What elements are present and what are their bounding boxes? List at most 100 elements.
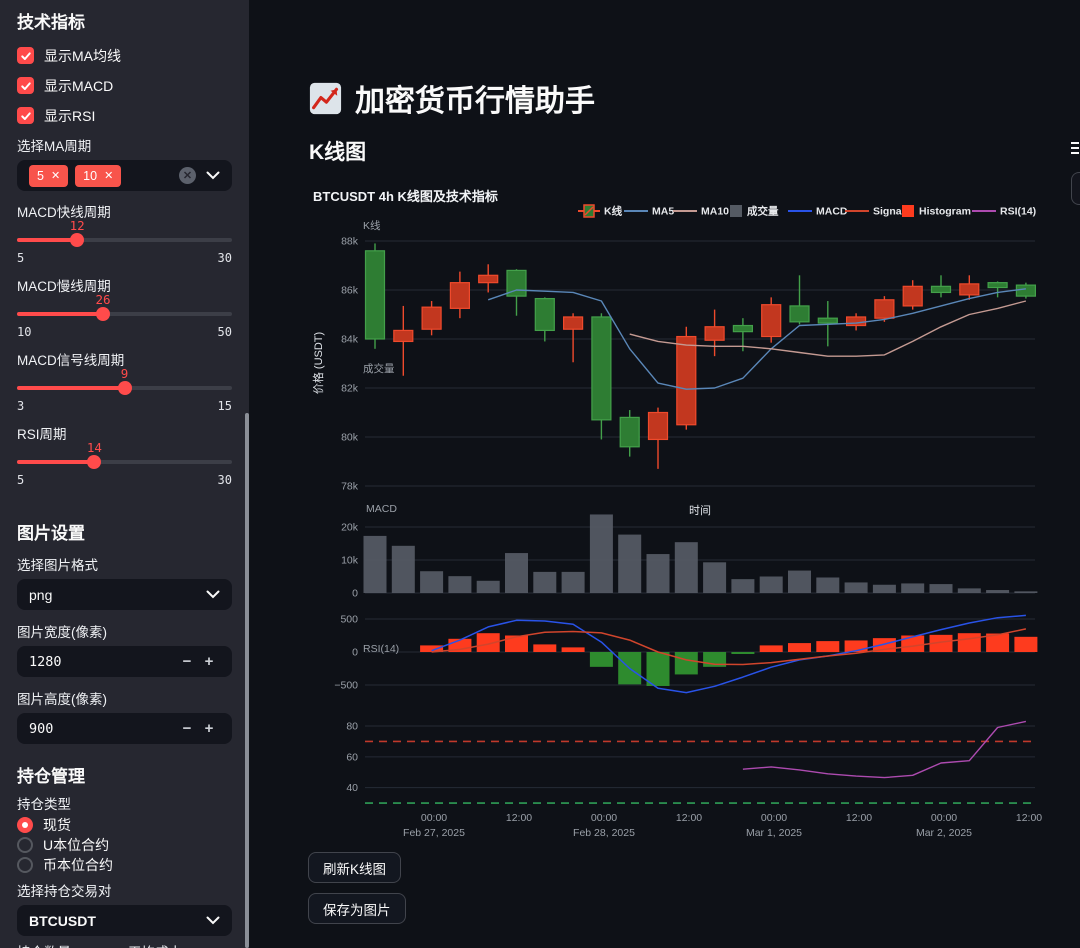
volume-bar[interactable] bbox=[391, 545, 415, 593]
image-format-select[interactable]: png bbox=[17, 579, 232, 610]
candle-body[interactable] bbox=[676, 335, 697, 426]
remove-tag-icon[interactable]: ✕ bbox=[50, 170, 61, 182]
macd-histogram-bar[interactable] bbox=[589, 652, 613, 667]
radio-selected-icon[interactable] bbox=[17, 817, 33, 833]
save-image-button[interactable]: 保存为图片 bbox=[308, 893, 406, 924]
remove-tag-icon[interactable]: ✕ bbox=[104, 170, 114, 182]
macd-histogram-bar[interactable] bbox=[505, 635, 528, 653]
macd-histogram-bar[interactable] bbox=[731, 652, 755, 654]
refresh-kline-button[interactable]: 刷新K线图 bbox=[308, 852, 402, 883]
volume-bar[interactable] bbox=[646, 554, 670, 593]
ma-period-multiselect[interactable]: 5 ✕ 10 ✕ ✕ bbox=[17, 160, 232, 191]
macd-histogram-bar[interactable] bbox=[1014, 636, 1038, 652]
image-width-input[interactable]: 1280 − + bbox=[17, 646, 232, 677]
checkbox-show-macd[interactable]: 显示MACD bbox=[17, 77, 232, 94]
macd-histogram-bar[interactable] bbox=[816, 641, 840, 652]
macd-histogram-bar[interactable] bbox=[986, 633, 1010, 652]
volume-bar[interactable] bbox=[618, 534, 642, 593]
candle-body[interactable] bbox=[959, 283, 980, 296]
candle-body[interactable] bbox=[845, 316, 867, 327]
checkbox-show-rsi[interactable]: 显示RSI bbox=[17, 107, 232, 124]
radio-coin-margined[interactable]: 币本位合约 bbox=[17, 857, 232, 873]
macd-histogram-bar[interactable] bbox=[957, 633, 981, 652]
macd-histogram-bar[interactable] bbox=[674, 652, 698, 675]
volume-bar[interactable] bbox=[533, 571, 557, 593]
legend-item-[interactable]: 成交量 bbox=[730, 205, 779, 218]
volume-bar[interactable] bbox=[1014, 591, 1038, 593]
macd-histogram-bar[interactable] bbox=[646, 652, 670, 686]
slider-thumb[interactable] bbox=[117, 381, 132, 395]
legend-item-macd[interactable]: MACD bbox=[788, 206, 848, 218]
candle-body[interactable] bbox=[732, 324, 753, 333]
increment-button[interactable]: + bbox=[204, 720, 214, 737]
radio-unselected-icon[interactable] bbox=[17, 857, 33, 873]
candle-body[interactable] bbox=[449, 282, 470, 309]
volume-bar[interactable] bbox=[957, 588, 981, 593]
checkbox-checked-icon[interactable] bbox=[17, 47, 34, 64]
volume-bar[interactable] bbox=[731, 579, 755, 593]
candle-body[interactable] bbox=[534, 297, 555, 332]
volume-bar[interactable] bbox=[476, 580, 500, 593]
legend-item-rsi14[interactable]: RSI(14) bbox=[972, 206, 1036, 218]
candle-body[interactable] bbox=[930, 285, 952, 294]
candle-body[interactable] bbox=[619, 416, 640, 448]
increment-button[interactable]: + bbox=[204, 653, 214, 670]
candle-body[interactable] bbox=[987, 282, 1008, 289]
image-height-input[interactable]: 900 − + bbox=[17, 713, 232, 744]
macd-histogram-bar[interactable] bbox=[788, 643, 811, 652]
ma-period-tag[interactable]: 10 ✕ bbox=[75, 164, 122, 187]
radio-usdt-margined[interactable]: U本位合约 bbox=[17, 837, 232, 853]
candle-body[interactable] bbox=[874, 299, 895, 319]
macd-histogram-bar[interactable] bbox=[420, 645, 444, 652]
macd-histogram-bar[interactable] bbox=[561, 647, 585, 652]
macd-histogram-bar[interactable] bbox=[929, 634, 953, 652]
macd-histogram-bar[interactable] bbox=[759, 645, 783, 652]
sidebar-scrollbar[interactable] bbox=[245, 413, 249, 948]
volume-bar[interactable] bbox=[872, 584, 896, 593]
legend-item-signal[interactable]: Signal bbox=[845, 206, 905, 218]
checkbox-checked-icon[interactable] bbox=[17, 107, 34, 124]
volume-bar[interactable] bbox=[589, 514, 613, 593]
volume-bar[interactable] bbox=[759, 576, 783, 594]
slider-track[interactable] bbox=[17, 238, 232, 242]
candle-body[interactable] bbox=[393, 329, 414, 343]
slider-thumb[interactable] bbox=[87, 455, 102, 469]
radio-unselected-icon[interactable] bbox=[17, 837, 33, 853]
volume-bar[interactable] bbox=[505, 553, 528, 593]
candle-body[interactable] bbox=[704, 326, 725, 341]
volume-bar[interactable] bbox=[561, 571, 585, 593]
volume-bar[interactable] bbox=[901, 583, 925, 593]
candle-body[interactable] bbox=[563, 316, 584, 330]
radio-spot[interactable]: 现货 bbox=[17, 817, 232, 833]
slider-track[interactable] bbox=[17, 460, 232, 464]
chevron-down-icon[interactable] bbox=[206, 171, 220, 180]
volume-bar[interactable] bbox=[363, 535, 387, 593]
candle-body[interactable] bbox=[1015, 284, 1037, 297]
candle-body[interactable] bbox=[591, 316, 612, 421]
macd-histogram-bar[interactable] bbox=[476, 633, 500, 652]
volume-bar[interactable] bbox=[788, 570, 811, 593]
ma-period-tag[interactable]: 5 ✕ bbox=[29, 164, 69, 187]
decrement-button[interactable]: − bbox=[182, 720, 192, 737]
image-height-value[interactable]: 900 bbox=[29, 720, 54, 737]
kline-chart[interactable]: 88k 86k 84k 82k 80k 78k 20k 10k 0 500 0 −500 80 60 40 0… bbox=[306, 185, 1046, 845]
candle-body[interactable] bbox=[902, 285, 923, 307]
clear-all-icon[interactable]: ✕ bbox=[179, 167, 196, 184]
decrement-button[interactable]: − bbox=[182, 653, 192, 670]
legend-item-ma5[interactable]: MA5 bbox=[624, 206, 674, 218]
candle-body[interactable] bbox=[761, 304, 782, 338]
volume-bar[interactable] bbox=[844, 582, 868, 593]
slider-thumb[interactable] bbox=[96, 307, 110, 321]
volume-bar[interactable] bbox=[816, 577, 840, 593]
volume-bar[interactable] bbox=[420, 571, 444, 593]
image-width-value[interactable]: 1280 bbox=[29, 653, 62, 670]
volume-bar[interactable] bbox=[703, 562, 727, 593]
candle-body[interactable] bbox=[789, 305, 810, 323]
legend-item-k[interactable]: K线 bbox=[578, 204, 623, 218]
volume-bar[interactable] bbox=[674, 542, 698, 593]
candle-body[interactable] bbox=[478, 274, 499, 284]
macd-histogram-bar[interactable] bbox=[533, 644, 557, 652]
candle-body[interactable] bbox=[647, 411, 669, 441]
slider-thumb[interactable] bbox=[70, 233, 85, 247]
volume-bar[interactable] bbox=[986, 590, 1010, 593]
